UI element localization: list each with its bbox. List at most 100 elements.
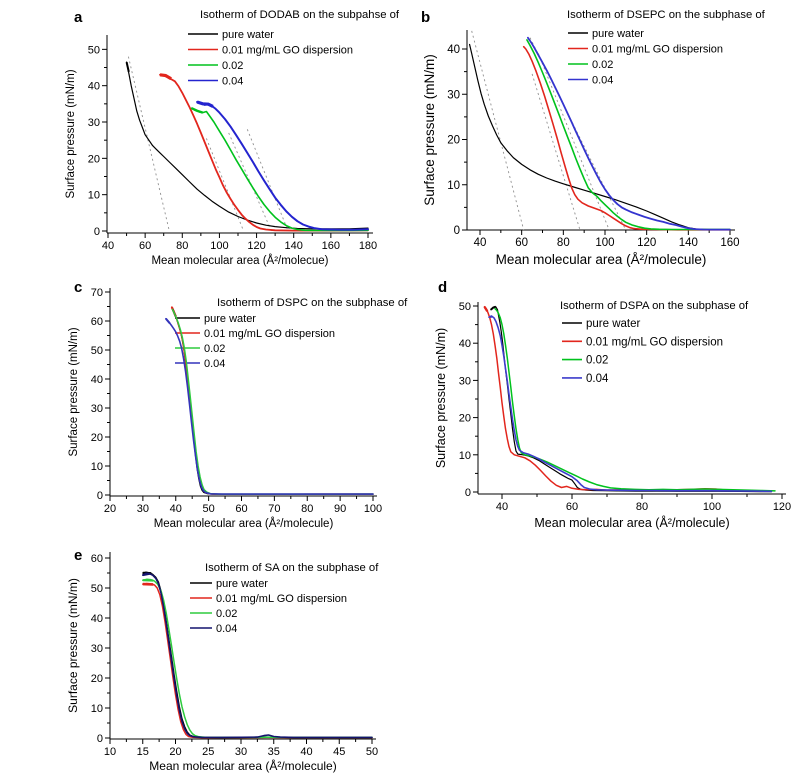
panel-c-series [165,306,374,496]
series-0-02 [494,307,776,492]
panel-d-y-ticks: 0 10 20 30 40 50 [459,301,478,499]
panel-c-legend: pure water 0.01 mg/mL GO dispersion 0.02 0.… [175,313,335,370]
svg-text:40: 40 [496,501,508,513]
panel-a-legend: pure water 0.01 mg/mL GO dispersion 0.02 0.… [188,29,353,88]
panel-c-axes [109,288,377,497]
legend-label-0: pure water [592,28,644,40]
svg-text:120: 120 [247,240,265,252]
svg-text:10: 10 [447,180,460,192]
svg-text:140: 140 [679,237,698,249]
panel-b-legend: pure water 0.01 mg/mL GO dispersion 0.02 0.… [568,28,723,87]
svg-text:25: 25 [202,746,214,758]
svg-text:10: 10 [459,450,471,462]
svg-text:50: 50 [366,746,378,758]
panel-d-x-axis-label: Mean molecular area (Å²/molecule) [534,515,729,530]
svg-text:20: 20 [88,153,100,165]
svg-text:40: 40 [170,503,182,515]
svg-text:100: 100 [210,240,228,252]
svg-text:160: 160 [720,237,739,249]
series-0-01-mg-ml-go-dispersion [142,582,373,739]
panel-c-chart: 20 30 40 50 60 70 80 90 100 0 10 20 30 40 50 60 70 Mean m… [68,279,408,530]
svg-text:20: 20 [104,503,116,515]
series-0-01-mg-ml-go-dispersion [483,305,769,493]
svg-text:90: 90 [334,503,346,515]
svg-text:160: 160 [322,240,340,252]
legend-label-3: 0.04 [204,358,225,370]
legend-label-0: pure water [204,313,256,325]
panel-a-letter: a [74,9,83,26]
panel-d-letter: d [438,279,447,296]
svg-text:30: 30 [447,89,460,101]
series-0-01-mg-ml-go-dispersion [159,73,369,232]
svg-text:60: 60 [91,316,103,328]
legend-label-0: pure water [222,29,274,41]
panel-a-x-axis-label: Mean molecular area (Å²/molecue) [151,254,328,267]
panel-e-title: Isotherm of SA on the subphase of [205,562,379,574]
svg-text:100: 100 [364,503,382,515]
legend-label-3: 0.04 [586,373,609,385]
panel-a-y-axis-label: Surface pressure (mN/m) [65,69,77,198]
legend-label-0: pure water [586,318,641,330]
svg-text:180: 180 [359,240,377,252]
panel-a-x-ticks: 40 60 80 100 120 140 160 180 [102,233,377,252]
svg-text:70: 70 [268,503,280,515]
svg-text:50: 50 [91,345,103,357]
svg-text:15: 15 [137,746,149,758]
svg-text:50: 50 [203,503,215,515]
series-0-04 [142,572,373,739]
svg-text:80: 80 [636,501,648,513]
svg-text:30: 30 [137,503,149,515]
legend-label-2: 0.02 [222,60,243,72]
series-pure-water [125,61,369,230]
svg-text:20: 20 [91,673,103,685]
legend-label-1: 0.01 mg/mL GO dispersion [216,593,347,605]
panel-c-y-axis-label: Surface pressure (mN/m) [68,327,80,456]
svg-text:120: 120 [637,237,656,249]
svg-text:30: 30 [235,746,247,758]
svg-text:40: 40 [102,240,114,252]
panel-b-title: Isotherm of DSEPC on the subphase of [567,9,766,21]
svg-text:0: 0 [97,733,103,745]
svg-text:50: 50 [88,44,100,56]
svg-text:0: 0 [465,487,471,499]
panel-a-title: Isotherm of DODAB on the subpahse of [200,9,400,21]
legend-label-1: 0.01 mg/mL GO dispersion [586,336,723,348]
legend-label-0: pure water [216,578,268,590]
series-pure-water [468,43,731,231]
series-0-01-mg-ml-go-dispersion [522,45,731,231]
svg-text:20: 20 [447,135,460,147]
legend-label-2: 0.02 [216,608,237,620]
panel-a-series [125,61,369,232]
panel-d-axes [477,302,786,495]
svg-text:60: 60 [235,503,247,515]
panel-e-y-axis-label: Surface pressure (mN/m) [66,578,80,713]
svg-text:80: 80 [301,503,313,515]
svg-text:30: 30 [91,643,103,655]
svg-text:140: 140 [285,240,303,252]
panel-d-title: Isotherm of DSPA on the subphase of [560,300,749,312]
panel-d-y-axis-label: Surface pressure (mN/m) [434,328,448,468]
panel-d-chart: 40 60 80 100 120 0 10 20 30 40 50 Mean molecular ar… [434,279,791,530]
panel-c-x-axis-label: Mean molecular area (Å²/molecule) [154,517,334,530]
svg-text:30: 30 [91,403,103,415]
series-0-04 [527,36,731,231]
series-0-04 [196,101,369,231]
svg-text:60: 60 [515,237,528,249]
svg-text:60: 60 [91,553,103,565]
panel-b-x-axis-label: Mean molecular area (Å²/molecule) [496,252,707,267]
svg-text:30: 30 [88,117,100,129]
svg-text:80: 80 [557,237,570,249]
panel-d-legend: pure water 0.01 mg/mL GO dispersion 0.02 0.… [562,318,723,385]
panel-e-x-ticks: 10 15 20 25 30 35 40 45 50 [104,739,378,758]
svg-text:10: 10 [91,703,103,715]
panel-b-letter: b [421,9,430,26]
svg-text:20: 20 [169,746,181,758]
panel-d-series [483,305,776,493]
svg-text:40: 40 [91,613,103,625]
panel-e-x-axis-label: Mean molecular area (Å²/molecule) [149,758,336,773]
panel-c-y-ticks: 0 10 20 30 40 50 60 70 [91,287,110,502]
svg-text:30: 30 [459,375,471,387]
svg-text:0: 0 [454,225,460,237]
panel-b-x-ticks: 40 60 80 100 120 140 160 [474,230,740,249]
panel-c-x-ticks: 20 30 40 50 60 70 80 90 100 [104,496,382,515]
